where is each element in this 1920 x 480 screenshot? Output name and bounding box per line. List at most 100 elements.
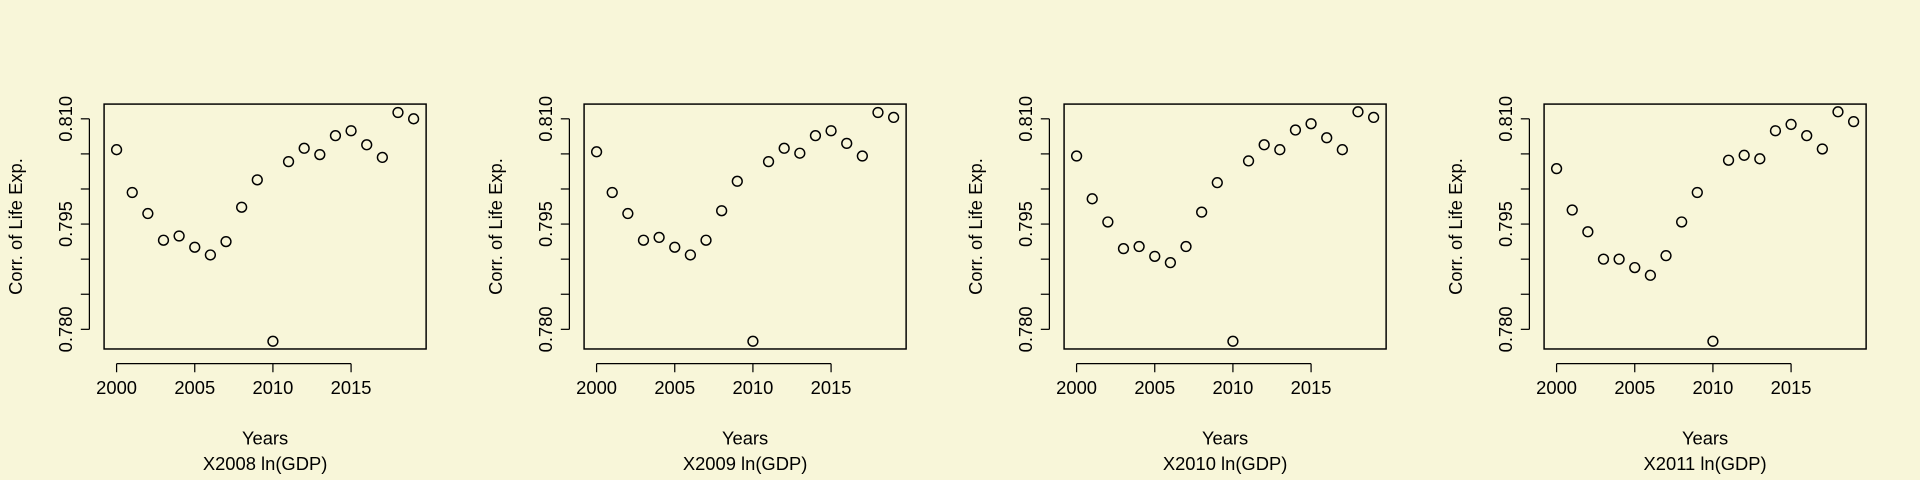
point: [1133, 240, 1145, 253]
plot-box: [583, 103, 907, 350]
y-tick-label: 0.780: [1495, 306, 1516, 352]
scatter-panel: 2000 2005 2010 2015 0.780 0.795 0.810 Years X201…: [965, 96, 1387, 474]
point: [590, 146, 603, 158]
x-tick-label: 2010: [732, 377, 773, 398]
x-tick-label: 2005: [654, 377, 695, 398]
point: [1629, 261, 1641, 274]
point: [1816, 143, 1828, 155]
point: [345, 125, 357, 137]
point: [1613, 253, 1625, 265]
point: [856, 150, 868, 162]
point: [407, 113, 420, 125]
point: [747, 335, 759, 347]
x-tick-label: 2015: [811, 377, 852, 398]
x-tick-label: 2005: [174, 377, 215, 398]
point: [1566, 204, 1578, 216]
point: [267, 335, 279, 347]
y-axis-label: Corr. of Life Exp.: [965, 158, 986, 295]
point: [809, 130, 822, 142]
point: [1321, 132, 1333, 144]
point: [1660, 250, 1672, 262]
panel-title: X2010 ln(GDP): [1163, 453, 1288, 474]
x-tick-label: 2010: [1692, 377, 1733, 398]
point: [298, 142, 310, 154]
y-tick-label: 0.780: [1015, 306, 1036, 352]
point: [1801, 130, 1813, 142]
x-tick-label: 2015: [331, 377, 372, 398]
point: [157, 234, 170, 246]
point: [1070, 150, 1083, 162]
point: [126, 186, 138, 199]
point: [173, 230, 185, 242]
y-tick-label: 0.780: [55, 306, 76, 352]
point: [669, 241, 681, 253]
point: [1211, 177, 1223, 189]
y-tick-label: 0.795: [535, 201, 556, 247]
point: [329, 130, 342, 142]
point: [251, 174, 263, 186]
point: [887, 111, 900, 124]
point: [637, 234, 650, 246]
point: [1196, 206, 1208, 218]
point: [872, 106, 884, 119]
point: [1597, 253, 1610, 265]
point: [825, 125, 837, 137]
y-tick-label: 0.810: [55, 96, 76, 142]
scatter-panel: 2000 2005 2010 2015 0.780 0.795 0.810 Years X200…: [5, 96, 427, 474]
point: [1769, 125, 1782, 137]
x-tick-label: 2015: [1291, 377, 1332, 398]
x-tick-label: 2000: [1536, 377, 1577, 398]
point: [361, 139, 373, 151]
point: [684, 249, 697, 261]
x-axis-label: Years: [722, 427, 768, 448]
point: [1367, 111, 1380, 124]
point: [1102, 216, 1114, 228]
scatter-panel: 2000 2005 2010 2015 0.780 0.795 0.810 Years X200…: [485, 96, 907, 474]
point: [142, 207, 154, 220]
point: [1180, 240, 1192, 253]
point: [1149, 250, 1161, 262]
panel-title: X2011 ln(GDP): [1644, 453, 1767, 474]
plot-box: [1063, 103, 1387, 350]
x-tick-label: 2000: [1056, 377, 1097, 398]
point: [1847, 115, 1860, 128]
point: [1707, 335, 1719, 347]
point: [778, 142, 790, 154]
y-tick-label: 0.810: [535, 96, 556, 142]
point: [1644, 269, 1657, 281]
point: [1289, 124, 1302, 136]
point: [841, 137, 853, 150]
y-axis-label: Corr. of Life Exp.: [485, 158, 506, 295]
point: [1227, 335, 1239, 347]
y-axis-label: Corr. of Life Exp.: [5, 158, 26, 295]
point: [731, 175, 743, 187]
point: [220, 235, 232, 248]
point: [1352, 106, 1364, 118]
point: [236, 201, 248, 213]
point: [762, 155, 775, 168]
plot-box: [103, 103, 427, 350]
x-tick-label: 2005: [1614, 377, 1655, 398]
point: [1258, 139, 1270, 151]
point: [1785, 118, 1797, 131]
x-axis-label: Years: [242, 427, 288, 448]
point: [1164, 257, 1177, 269]
x-tick-label: 2010: [252, 377, 293, 398]
point: [1832, 106, 1844, 118]
point: [1086, 193, 1098, 205]
y-tick-label: 0.780: [535, 306, 556, 352]
point: [1305, 118, 1317, 130]
x-tick-label: 2000: [576, 377, 617, 398]
point: [1722, 154, 1735, 166]
point: [376, 151, 388, 164]
point: [1691, 186, 1703, 199]
y-tick-label: 0.795: [1015, 201, 1036, 247]
point: [716, 205, 728, 217]
point: [282, 155, 295, 168]
point: [392, 106, 404, 119]
x-axis-label: Years: [1682, 427, 1728, 448]
point: [1738, 149, 1750, 161]
point: [1336, 144, 1348, 156]
x-tick-label: 2005: [1134, 377, 1175, 398]
